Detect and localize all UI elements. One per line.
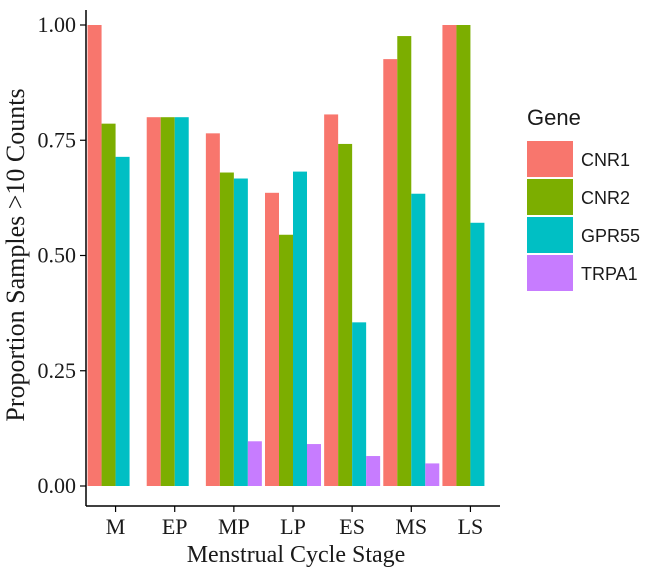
bar-gpr55-ls bbox=[470, 222, 485, 487]
bar-cnr1-mp bbox=[205, 133, 220, 486]
legend-title: Gene bbox=[527, 105, 581, 130]
y-axis-label: Proportion Samples >10 Counts bbox=[1, 88, 30, 421]
legend-label-cnr2: CNR2 bbox=[581, 188, 630, 208]
x-tick-label: M bbox=[106, 514, 126, 539]
legend-key-trpa1 bbox=[527, 255, 573, 291]
bar-gpr55-lp bbox=[293, 171, 307, 486]
legend-key-cnr2 bbox=[527, 179, 573, 215]
legend-label-gpr55: GPR55 bbox=[581, 226, 640, 246]
bar-cnr1-lp bbox=[265, 192, 279, 486]
bar-cnr1-m bbox=[87, 25, 102, 486]
bar-cnr1-ls bbox=[442, 25, 457, 486]
x-tick-label: LS bbox=[458, 514, 484, 539]
bar-cnr1-es bbox=[324, 114, 339, 487]
bar-trpa1-ms bbox=[425, 463, 440, 486]
x-tick-label: MP bbox=[218, 514, 250, 539]
bar-cnr2-es bbox=[338, 143, 353, 487]
x-tick-label: MS bbox=[395, 514, 427, 539]
bar-trpa1-mp bbox=[247, 441, 262, 486]
x-tick-label: LP bbox=[280, 514, 306, 539]
bar-cnr2-ms bbox=[397, 36, 412, 487]
y-tick-label: 0.00 bbox=[38, 473, 77, 498]
bar-cnr2-ep bbox=[160, 117, 175, 486]
bar-gpr55-ep bbox=[174, 117, 189, 486]
x-axis-label: Menstrual Cycle Stage bbox=[187, 542, 406, 568]
bars-group bbox=[87, 25, 485, 487]
y-tick-label: 1.00 bbox=[38, 12, 77, 37]
axes-group: 0.00 0.25 0.50 0.75 1.00 M EP MP LP ES MS LS bbox=[38, 10, 500, 539]
bar-gpr55-mp bbox=[233, 178, 248, 486]
legend-key-cnr1 bbox=[527, 141, 573, 177]
y-tick-label: 0.50 bbox=[38, 243, 77, 268]
legend-label-cnr1: CNR1 bbox=[581, 150, 630, 170]
legend-key-gpr55 bbox=[527, 217, 573, 253]
x-tick-label: EP bbox=[162, 514, 188, 539]
bar-cnr2-lp bbox=[279, 234, 293, 486]
bar-trpa1-es bbox=[366, 456, 381, 486]
bar-trpa1-lp bbox=[307, 444, 321, 486]
bar-cnr2-ls bbox=[456, 25, 471, 486]
y-tick-label: 0.75 bbox=[38, 127, 77, 152]
bar-gpr55-ms bbox=[411, 193, 426, 486]
bar-gpr55-m bbox=[115, 156, 130, 486]
bar-gpr55-es bbox=[352, 322, 367, 486]
x-tick-label: ES bbox=[339, 514, 365, 539]
bar-cnr1-ms bbox=[383, 59, 398, 486]
bar-cnr2-m bbox=[101, 123, 116, 487]
legend: Gene CNR1 CNR2 GPR55 TRPA1 bbox=[527, 105, 640, 291]
bar-cnr2-mp bbox=[219, 172, 234, 486]
y-tick-label: 0.25 bbox=[38, 358, 77, 383]
bar-cnr1-ep bbox=[146, 117, 161, 486]
legend-label-trpa1: TRPA1 bbox=[581, 264, 638, 284]
